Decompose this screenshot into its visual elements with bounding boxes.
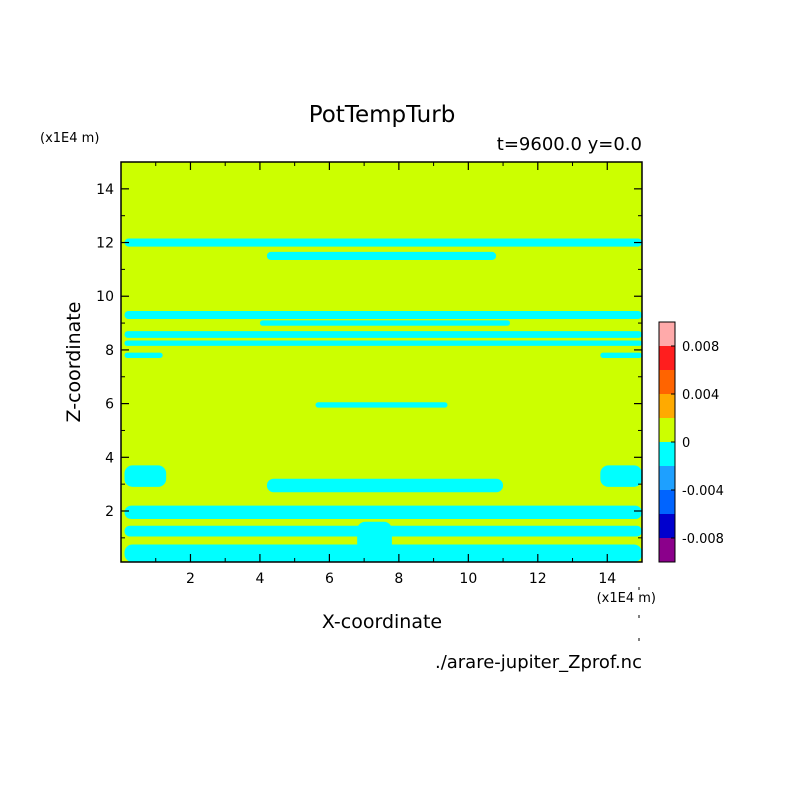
colorbar-tick-label: 0.008 [682,340,719,355]
y-tick-label: 6 [105,397,114,413]
y-tick-label: 2 [105,504,114,520]
colorbar-segment [659,394,675,418]
x-tick-label: 12 [529,571,547,587]
chart-subtitle: t=9600.0 y=0.0 [497,134,642,155]
x-tick-label: 8 [394,571,403,587]
colorbar-segment [659,514,675,538]
y-tick-label: 12 [96,236,114,252]
cyan-contour-region [600,465,642,487]
cyan-contour-region [124,238,642,247]
x-axis-label: X-coordinate [322,611,442,633]
cyan-contour-region [124,310,642,320]
y-tick-label: 10 [96,289,114,305]
source-file-label: ./arare-jupiter_Zprof.nc [435,652,642,673]
colorbar-segment [659,538,675,562]
colorbar-tick-label: -0.004 [682,484,724,499]
x-tick-label: 4 [255,571,264,587]
x-tick-label: 2 [186,571,195,587]
colorbar-tick-label: 0 [682,436,690,451]
x-unit-label: (x1E4 m) [597,591,656,606]
plot-area [121,162,642,562]
cyan-contour-region [124,544,642,562]
cyan-contour-region [124,465,167,487]
y-axis-label: Z-coordinate [63,302,85,423]
y-tick-label: 4 [105,450,114,466]
colorbar-segment [659,442,675,466]
y-axis: 2 4 6 8 10 12 14 [96,161,642,539]
cyan-contour-region [259,320,511,326]
cyan-contour-region [315,402,448,408]
cyan-contour-region [600,352,642,358]
x-tick-label: 10 [459,571,477,587]
colorbar-segment [659,490,675,514]
cyan-contour-region [124,352,163,358]
cyan-contour-region [124,505,642,520]
colorbar-segment [659,418,675,442]
contour-regions [124,238,642,562]
y-tick-label: 14 [96,182,114,198]
colorbar-tick-label: -0.008 [682,532,724,547]
colorbar-tick-label: 0.004 [682,388,719,403]
y-tick-label: 8 [105,343,114,359]
chart-title: PotTempTurb [309,102,456,128]
cyan-contour-region [266,478,504,493]
y-unit-label: (x1E4 m) [40,131,99,146]
colorbar-segment [659,346,675,370]
x-axis: 2 4 6 8 10 12 14 [155,162,643,587]
colorbar-segment [659,466,675,490]
plot-frame [120,161,643,563]
colorbar: 0.008 0.004 0 -0.004 -0.008 [658,321,724,563]
x-tick-label: 14 [598,571,616,587]
colorbar-segment [659,370,675,394]
cyan-contour-region [124,340,642,346]
x-tick-label: 6 [325,571,334,587]
cyan-contour-region [266,251,497,260]
colorbar-segment [659,322,675,346]
cyan-contour-region [124,331,642,338]
